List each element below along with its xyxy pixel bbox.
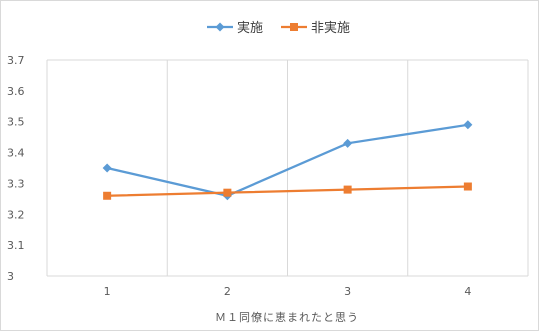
y-tick-label: 3.1 [7, 239, 25, 252]
data-point [103, 191, 112, 200]
y-tick-label: 3 [7, 270, 14, 283]
y-tick-label: 3.6 [7, 85, 25, 98]
data-point [463, 120, 473, 130]
data-point [343, 138, 353, 148]
x-tick-label: 2 [224, 285, 231, 298]
y-tick-label: 3.7 [7, 54, 25, 67]
y-tick-label: 3.3 [7, 177, 25, 190]
x-axis-ticks: 1 2 3 4 [104, 285, 472, 298]
y-tick-label: 3.4 [7, 147, 25, 160]
x-tick-label: 1 [104, 285, 111, 298]
series-line [106, 123, 469, 197]
series-group [102, 120, 473, 201]
x-axis-title: Ｍ１同僚に恵まれたと思う [215, 310, 359, 324]
y-tick-label: 3.5 [7, 116, 25, 129]
gridlines [46, 59, 529, 277]
data-point [343, 185, 352, 194]
legend: 実施 非実施 [207, 20, 350, 36]
y-tick-label: 3.2 [7, 208, 25, 221]
legend-label: 非実施 [311, 20, 350, 36]
legend-label: 実施 [237, 20, 263, 36]
legend-marker [290, 23, 298, 31]
y-axis-ticks: 3 3.1 3.2 3.3 3.4 3.5 3.6 3.7 [7, 54, 25, 283]
series-line [107, 185, 468, 197]
x-tick-label: 3 [344, 285, 351, 298]
data-point [463, 182, 472, 191]
data-point [102, 163, 112, 173]
legend-marker [215, 22, 225, 32]
data-point [223, 188, 232, 197]
x-tick-label: 4 [464, 285, 471, 298]
